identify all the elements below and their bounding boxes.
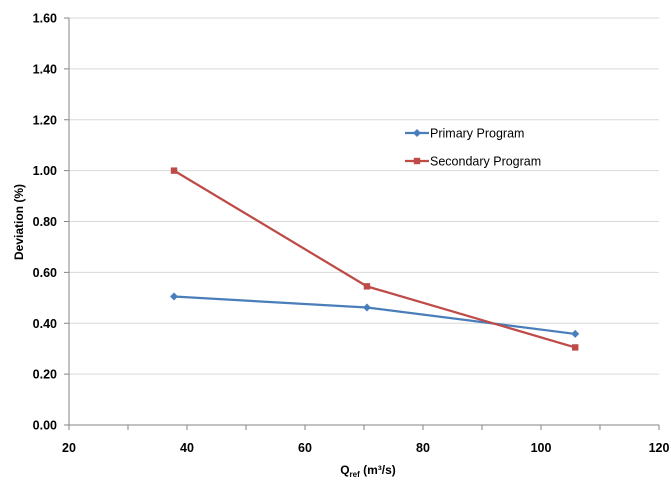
y-tick-label: 1.60 [33, 12, 57, 26]
series-layer [170, 167, 580, 351]
grid-layer [69, 17, 659, 375]
y-tick-label: 0.80 [33, 215, 57, 229]
legend-marker [413, 129, 421, 137]
series-line-1 [173, 295, 576, 336]
series-line-2 [173, 169, 576, 349]
y-tick-label: 0.40 [33, 317, 57, 331]
x-tick-label: 100 [531, 441, 552, 455]
series-2-point [572, 344, 579, 351]
legend-label: Primary Program [430, 127, 524, 141]
series-2-point [170, 167, 178, 174]
x-tick-label: 40 [180, 441, 194, 455]
x-axis-title-subscript: ref [350, 470, 361, 479]
series-1-point [362, 303, 371, 312]
series-1-point [571, 329, 580, 338]
y-tick-label: 0.20 [33, 368, 57, 382]
x-axis-title-main: Q [340, 463, 349, 477]
x-axis-title-unit: (m³/s) [360, 463, 396, 477]
x-tick-label: 80 [416, 441, 430, 455]
x-tick-label: 120 [649, 441, 670, 455]
x-axis-title: Qref (m³/s) [340, 463, 396, 479]
x-tick-label: 60 [298, 441, 312, 455]
y-tick-label: 1.00 [33, 164, 57, 178]
y-tick-label: 1.20 [33, 113, 57, 127]
axis-layer: 0.00 0.20 0.40 0.60 0.80 1.00 1.20 1.40 1.60 20 40… [33, 12, 670, 456]
legend: Primary Program Secondary Program [405, 127, 541, 169]
y-tick-label: 0.00 [33, 419, 57, 433]
y-axis-title: Deviation (%) [12, 184, 26, 260]
legend-label: Secondary Program [430, 155, 541, 169]
series-2-point [363, 283, 371, 290]
y-tick-label: 0.60 [33, 266, 57, 280]
series-1-point [170, 292, 179, 301]
y-tick-label: 1.40 [33, 62, 57, 76]
legend-marker [413, 157, 421, 165]
x-tick-label: 20 [62, 441, 76, 455]
